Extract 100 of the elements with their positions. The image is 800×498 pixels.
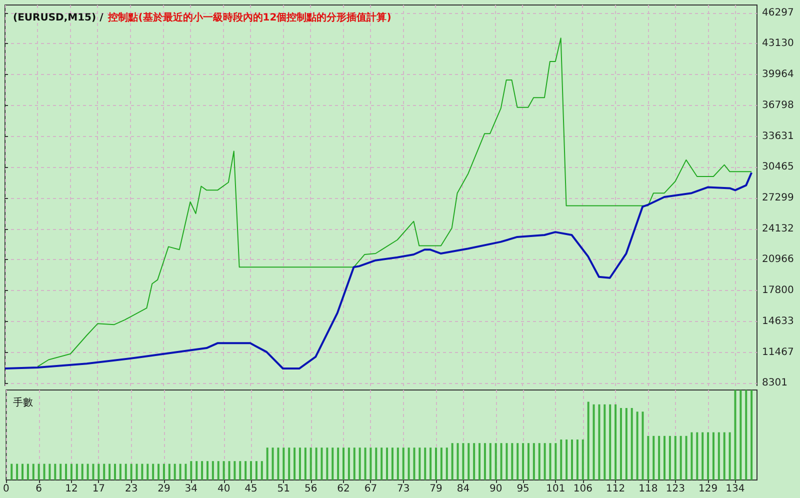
bar <box>413 448 416 480</box>
bar <box>206 461 208 480</box>
bar <box>130 464 132 480</box>
x-tick-label: 45 <box>244 484 258 494</box>
bar <box>98 464 100 480</box>
bar <box>288 448 290 480</box>
bar <box>26 464 29 480</box>
bar <box>136 464 138 480</box>
bar <box>260 461 263 480</box>
x-tick-label: 118 <box>638 484 658 494</box>
bar <box>478 443 481 480</box>
bar <box>418 448 421 480</box>
bar <box>446 448 448 480</box>
bar <box>468 443 470 480</box>
bar <box>48 464 51 480</box>
bar <box>587 402 590 480</box>
bar <box>494 443 497 480</box>
text: (EURUSD,M15) / <box>13 12 104 24</box>
y-tick-label: 36798 <box>762 100 794 111</box>
bar <box>696 432 698 480</box>
bar <box>174 464 176 480</box>
y-tick-label: 11467 <box>762 346 794 358</box>
x-tick-label: 112 <box>606 484 626 494</box>
bar <box>598 404 600 480</box>
x-tick-label: 84 <box>456 484 470 494</box>
x-tick-label: 129 <box>698 484 718 494</box>
bar <box>141 464 144 480</box>
bar <box>750 390 753 480</box>
bar <box>342 448 345 480</box>
bar <box>658 436 660 480</box>
bar <box>294 448 296 480</box>
bar <box>250 461 252 480</box>
bar <box>168 464 170 480</box>
bar <box>592 404 595 480</box>
bar <box>304 448 306 480</box>
y-tick-label: 14633 <box>762 316 794 327</box>
bar <box>375 448 378 480</box>
bar <box>668 436 671 480</box>
bar <box>614 404 617 480</box>
x-tick-label: 0 <box>2 484 10 494</box>
bar <box>566 440 568 480</box>
bar <box>217 461 220 480</box>
bar <box>625 408 628 480</box>
bar <box>114 464 116 480</box>
x-tick-label: 134 <box>726 484 745 494</box>
x-tick-label: 34 <box>184 484 198 494</box>
bar <box>201 461 204 480</box>
bar <box>277 448 280 480</box>
line-series <box>37 38 752 368</box>
bar <box>576 440 578 480</box>
y-tick-label: 17800 <box>762 285 794 296</box>
bar <box>146 464 149 480</box>
y-tick-label: 33631 <box>762 130 794 142</box>
x-tick-label: 62 <box>337 484 350 494</box>
bar <box>380 448 383 480</box>
bar <box>402 448 404 480</box>
bar <box>358 448 361 480</box>
bar <box>234 461 236 480</box>
bar <box>244 461 247 480</box>
bar <box>65 464 68 480</box>
bar <box>647 436 650 480</box>
bar <box>642 412 644 480</box>
x-tick-label: 51 <box>277 484 290 494</box>
x-tick-label: 95 <box>516 484 530 494</box>
bar <box>364 448 366 480</box>
text: 控制點(基於最近的小一級時段內的12個控制點的分形插值計算) <box>107 12 392 24</box>
bar <box>54 464 56 480</box>
bar <box>582 440 584 480</box>
bar <box>500 443 502 480</box>
bar <box>451 443 454 480</box>
bar <box>554 443 557 480</box>
bar <box>43 464 46 480</box>
bar <box>718 432 720 480</box>
y-tick-label: 27299 <box>762 192 794 204</box>
y-tick-label: 8301 <box>762 378 788 389</box>
bar <box>620 408 622 480</box>
y-tick-label: 46297 <box>762 7 794 18</box>
bar <box>332 448 334 480</box>
y-tick-label: 24132 <box>762 223 794 234</box>
bar <box>222 461 225 480</box>
bar <box>386 448 388 480</box>
bar <box>184 464 187 480</box>
x-tick-label: 29 <box>158 484 170 494</box>
bar <box>609 404 612 480</box>
bar <box>337 448 340 480</box>
bar <box>272 448 274 480</box>
x-tick-label: 56 <box>304 484 318 494</box>
bar <box>440 448 442 480</box>
bar <box>76 464 78 480</box>
bar <box>571 440 574 480</box>
x-tick-label: 40 <box>217 484 230 494</box>
bar <box>745 390 748 480</box>
x-tick-label: 67 <box>364 484 378 494</box>
bar <box>506 443 508 480</box>
text: 手數 <box>13 396 33 408</box>
x-tick-label: 6 <box>36 484 42 494</box>
bar <box>298 448 301 480</box>
bar <box>740 390 742 480</box>
bar <box>685 436 688 480</box>
bar <box>190 461 192 480</box>
